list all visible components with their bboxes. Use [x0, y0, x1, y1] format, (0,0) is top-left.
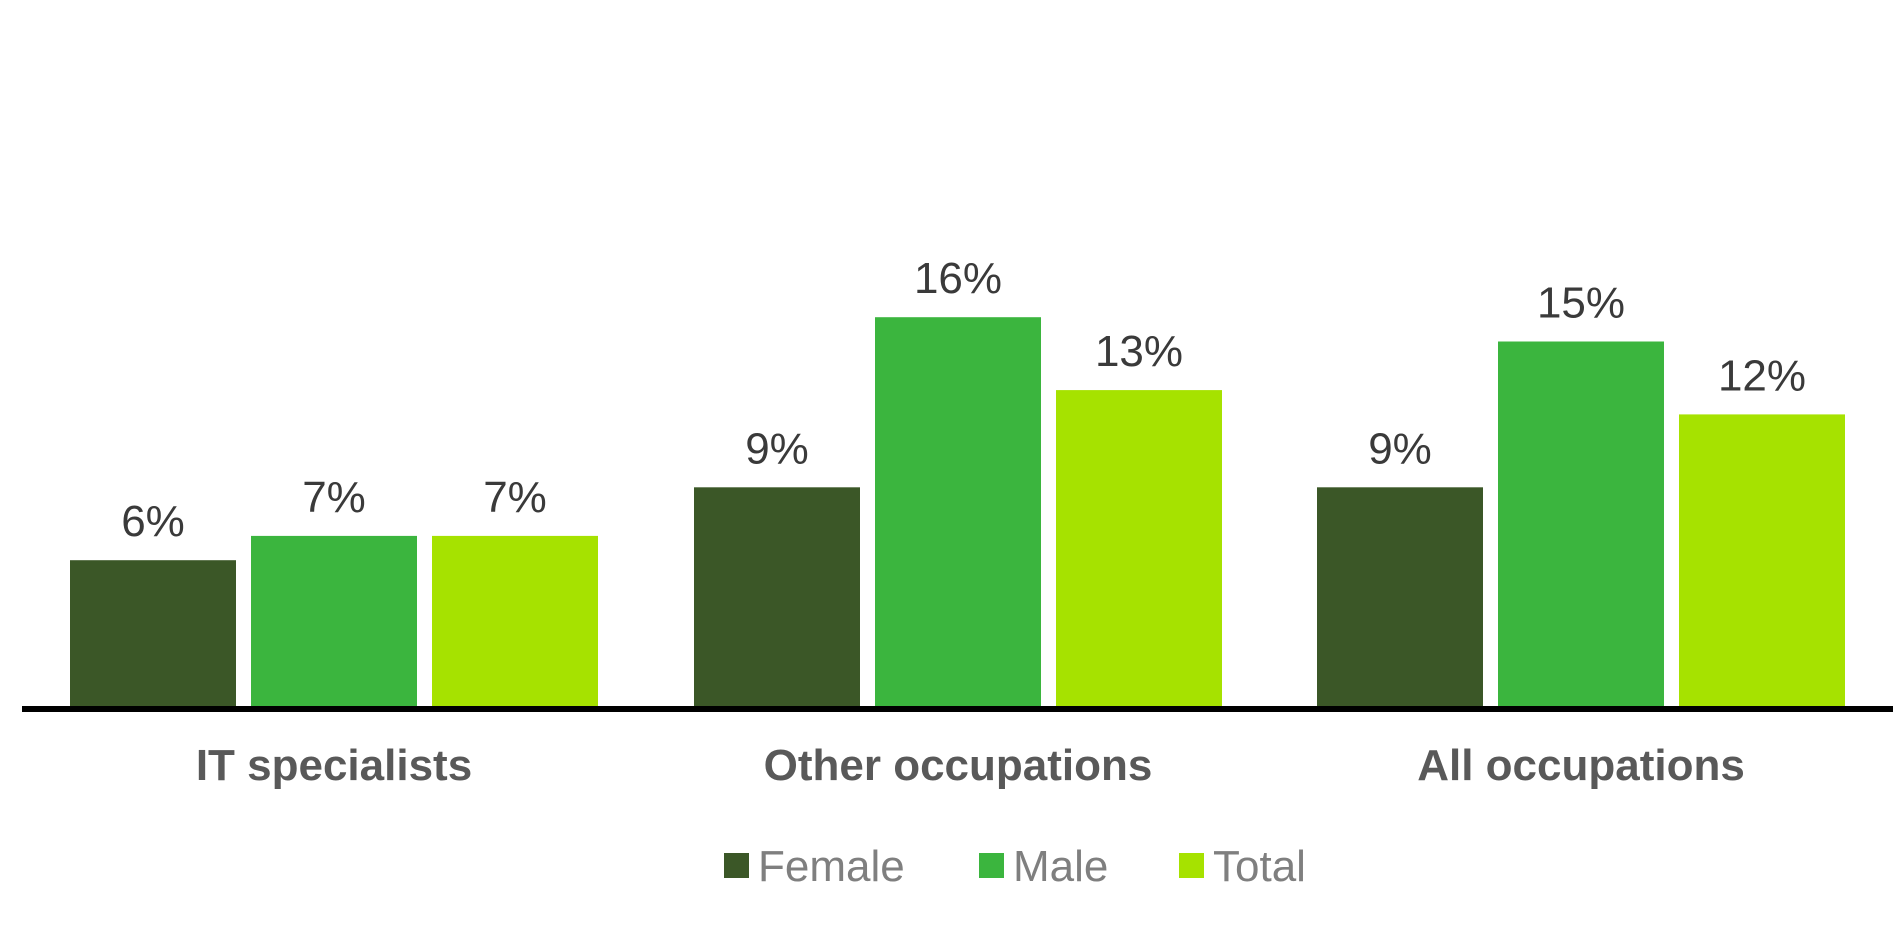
- data-label-other-occupations-male: 16%: [914, 254, 1002, 303]
- data-label-other-occupations-total: 13%: [1095, 327, 1183, 376]
- legend-item-male: Male: [979, 842, 1108, 891]
- category-label-other-occupations: Other occupations: [764, 741, 1153, 790]
- data-label-all-occupations-female: 9%: [1368, 424, 1432, 473]
- bar-it-specialists-female: [70, 560, 236, 706]
- bar-it-specialists-male: [251, 535, 417, 706]
- bar-all-occupations-female: [1317, 487, 1483, 706]
- bar-other-occupations-total: [1056, 390, 1222, 706]
- data-label-it-specialists-male: 7%: [302, 473, 366, 522]
- legend-swatch-male: [979, 853, 1004, 878]
- category-label-all-occupations: All occupations: [1417, 741, 1745, 790]
- bar-other-occupations-female: [694, 487, 860, 706]
- data-label-it-specialists-total: 7%: [483, 473, 547, 522]
- legend-item-female: Female: [724, 842, 905, 891]
- data-label-it-specialists-female: 6%: [121, 497, 185, 546]
- bars-layer: [70, 317, 1845, 706]
- legend-label-total: Total: [1213, 842, 1306, 891]
- legend-label-female: Female: [758, 842, 905, 891]
- legend-swatch-total: [1179, 853, 1204, 878]
- legend-label-male: Male: [1013, 842, 1108, 891]
- data-label-all-occupations-total: 12%: [1718, 351, 1806, 400]
- bar-all-occupations-total: [1679, 414, 1845, 706]
- bar-other-occupations-male: [875, 317, 1041, 706]
- category-label-it-specialists: IT specialists: [196, 741, 472, 790]
- bar-it-specialists-total: [432, 535, 598, 706]
- legend-swatch-female: [724, 853, 749, 878]
- legend: Female Male Total: [724, 842, 1306, 891]
- bar-all-occupations-male: [1498, 341, 1664, 706]
- category-labels-layer: IT specialists Other occupations All occup…: [196, 741, 1745, 790]
- legend-item-total: Total: [1179, 842, 1306, 891]
- value-labels-layer: 6% 7% 7% 9% 16% 13% 9% 15% 12%: [121, 254, 1806, 546]
- data-label-other-occupations-female: 9%: [745, 424, 809, 473]
- data-label-all-occupations-male: 15%: [1537, 279, 1625, 328]
